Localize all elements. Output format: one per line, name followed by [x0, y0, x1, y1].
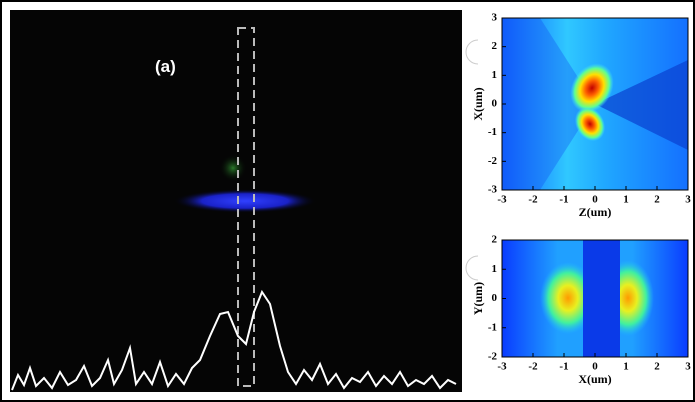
- y-tick-label: 3: [492, 12, 498, 24]
- y-tick-label: -1: [488, 126, 497, 138]
- x-axis-label: X(um): [578, 372, 611, 386]
- y-axis-label: X(um): [471, 87, 485, 120]
- x-tick-label: -2: [528, 361, 538, 373]
- panel-label: (a): [155, 57, 176, 76]
- y-tick-label: 0: [492, 292, 498, 304]
- x-tick-label: 2: [654, 194, 660, 206]
- y-tick-label: -2: [488, 351, 498, 363]
- x-tick-label: -3: [497, 194, 507, 206]
- y-tick-label: -1: [488, 321, 497, 333]
- x-axis-label: Z(um): [579, 205, 612, 219]
- y-tick-label: 2: [492, 234, 498, 246]
- microscope-image: (a): [10, 10, 462, 392]
- x-tick-label: 3: [685, 194, 691, 206]
- y-tick-label: 1: [492, 263, 498, 275]
- y-tick-label: -3: [488, 184, 498, 196]
- y-tick-label: 1: [492, 69, 498, 81]
- y-tick-label: 0: [492, 98, 498, 110]
- x-tick-label: 0: [592, 194, 598, 206]
- x-tick-label: -1: [559, 194, 568, 206]
- heatmap-bottom: [502, 240, 688, 357]
- x-tick-label: 3: [685, 361, 691, 373]
- x-tick-label: 2: [654, 361, 660, 373]
- x-tick-label: 0: [592, 361, 598, 373]
- x-tick-label: 1: [623, 361, 629, 373]
- y-axis-label: Y(um): [471, 282, 485, 315]
- x-tick-label: -2: [528, 194, 538, 206]
- y-tick-label: -2: [488, 155, 498, 167]
- y-tick-label: 2: [492, 40, 498, 52]
- x-tick-label: -1: [559, 361, 568, 373]
- x-tick-label: 1: [623, 194, 629, 206]
- x-tick-label: -3: [497, 361, 507, 373]
- heatmap-top: [502, 18, 688, 190]
